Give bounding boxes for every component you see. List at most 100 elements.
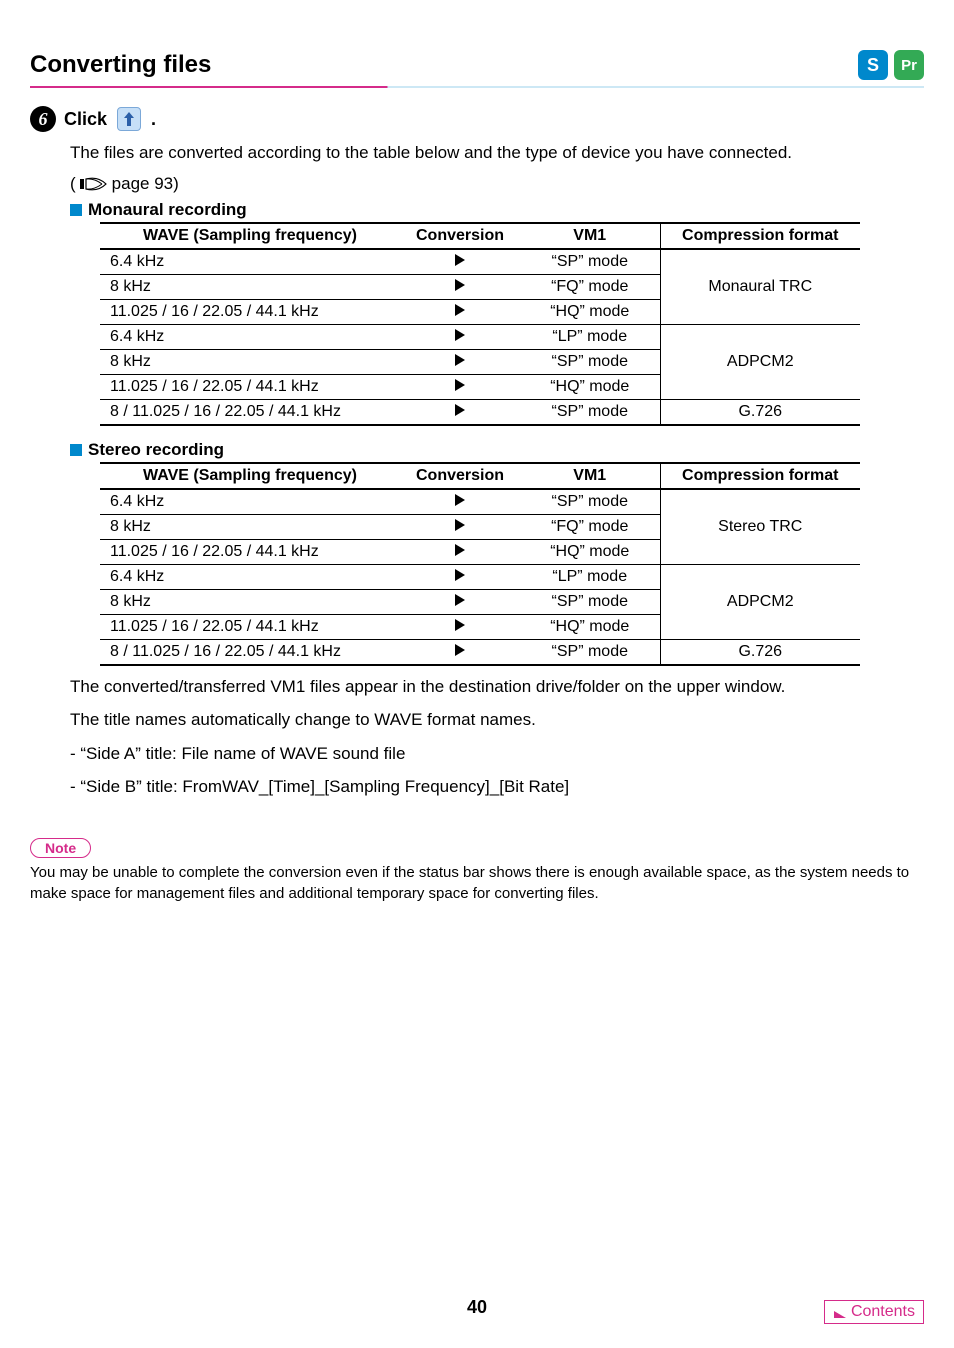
contents-icon [833,1305,847,1319]
after-text-2: The title names automatically change to … [70,707,924,733]
after-text-1: The converted/transferred VM1 files appe… [70,674,924,700]
table-cell: 6.4 kHz [100,564,400,589]
table-cell: “SP” mode [520,489,660,515]
intro-text: The files are converted according to the… [70,140,924,166]
title-rule [30,86,924,88]
triangle-icon [455,329,465,341]
table-cell: 8 / 11.025 / 16 / 22.05 / 44.1 kHz [100,399,400,425]
table-cell: “SP” mode [520,639,660,665]
table-cell: 11.025 / 16 / 22.05 / 44.1 kHz [100,374,400,399]
table-cell [400,374,520,399]
contents-label: Contents [851,1303,915,1321]
table-cell [400,614,520,639]
triangle-icon [455,519,465,531]
table-cell: “HQ” mode [520,539,660,564]
step-instruction: 6 Click . [30,106,924,132]
th-wave: WAVE (Sampling frequency) [100,463,400,489]
table-cell: “HQ” mode [520,299,660,324]
table-cell: “LP” mode [520,324,660,349]
table-cell: ADPCM2 [660,324,860,399]
monaural-table: WAVE (Sampling frequency) Conversion VM1… [100,222,860,426]
step-text-suffix: . [151,109,156,130]
triangle-icon [455,594,465,606]
table-cell [400,639,520,665]
table-cell [400,564,520,589]
table-cell: 8 kHz [100,589,400,614]
th-conversion: Conversion [400,223,520,249]
table-cell: 11.025 / 16 / 22.05 / 44.1 kHz [100,299,400,324]
square-bullet-icon [70,444,82,456]
triangle-icon [455,404,465,416]
page-number: 40 [467,1297,487,1318]
table-cell: 8 kHz [100,274,400,299]
table-cell: “SP” mode [520,589,660,614]
table-cell: 8 / 11.025 / 16 / 22.05 / 44.1 kHz [100,639,400,665]
th-vm1: VM1 [520,463,660,489]
th-wave: WAVE (Sampling frequency) [100,223,400,249]
table-cell [400,274,520,299]
table-cell [400,514,520,539]
triangle-icon [455,279,465,291]
table-cell: 6.4 kHz [100,489,400,515]
table-cell: G.726 [660,399,860,425]
pointer-icon [80,176,108,192]
table-cell: Monaural TRC [660,249,860,325]
triangle-icon [455,379,465,391]
edition-badges: S Pr [858,50,924,80]
table-cell: “HQ” mode [520,374,660,399]
badge-s-icon: S [858,50,888,80]
table-cell: 11.025 / 16 / 22.05 / 44.1 kHz [100,614,400,639]
triangle-icon [455,254,465,266]
step-number-icon: 6 [30,106,56,132]
table-cell: “HQ” mode [520,614,660,639]
step-text-prefix: Click [64,109,107,130]
triangle-icon [455,494,465,506]
table-cell: “SP” mode [520,249,660,275]
page-reference: ( page 93) [70,174,924,194]
table-cell: Stereo TRC [660,489,860,565]
table-cell: “LP” mode [520,564,660,589]
stereo-heading: Stereo recording [70,440,924,460]
stereo-table: WAVE (Sampling frequency) Conversion VM1… [100,462,860,666]
th-vm1: VM1 [520,223,660,249]
table-cell: “FQ” mode [520,274,660,299]
table-cell: 11.025 / 16 / 22.05 / 44.1 kHz [100,539,400,564]
stereo-label: Stereo recording [88,440,224,460]
th-compression: Compression format [660,463,860,489]
th-compression: Compression format [660,223,860,249]
triangle-icon [455,304,465,316]
table-cell: 8 kHz [100,514,400,539]
table-cell: 8 kHz [100,349,400,374]
table-cell: “SP” mode [520,349,660,374]
table-cell: ADPCM2 [660,564,860,639]
triangle-icon [455,619,465,631]
triangle-icon [455,354,465,366]
triangle-icon [455,569,465,581]
table-cell [400,589,520,614]
table-cell [400,399,520,425]
triangle-icon [455,544,465,556]
upload-button-icon [117,107,141,131]
ref-open: ( [70,174,76,194]
table-cell [400,249,520,275]
monaural-label: Monaural recording [88,200,247,220]
ref-page-text: page 93) [112,174,179,194]
page-title: Converting files [30,51,211,79]
table-cell: 6.4 kHz [100,324,400,349]
table-cell [400,299,520,324]
badge-pr-icon: Pr [894,50,924,80]
table-cell: “FQ” mode [520,514,660,539]
contents-button[interactable]: Contents [824,1300,924,1324]
table-cell [400,539,520,564]
table-cell: “SP” mode [520,399,660,425]
table-cell [400,324,520,349]
after-text-3: - “Side A” title: File name of WAVE soun… [70,741,924,767]
square-bullet-icon [70,204,82,216]
table-cell: 6.4 kHz [100,249,400,275]
note-label: Note [30,838,91,858]
table-cell [400,349,520,374]
triangle-icon [455,644,465,656]
table-cell [400,489,520,515]
table-cell: G.726 [660,639,860,665]
th-conversion: Conversion [400,463,520,489]
